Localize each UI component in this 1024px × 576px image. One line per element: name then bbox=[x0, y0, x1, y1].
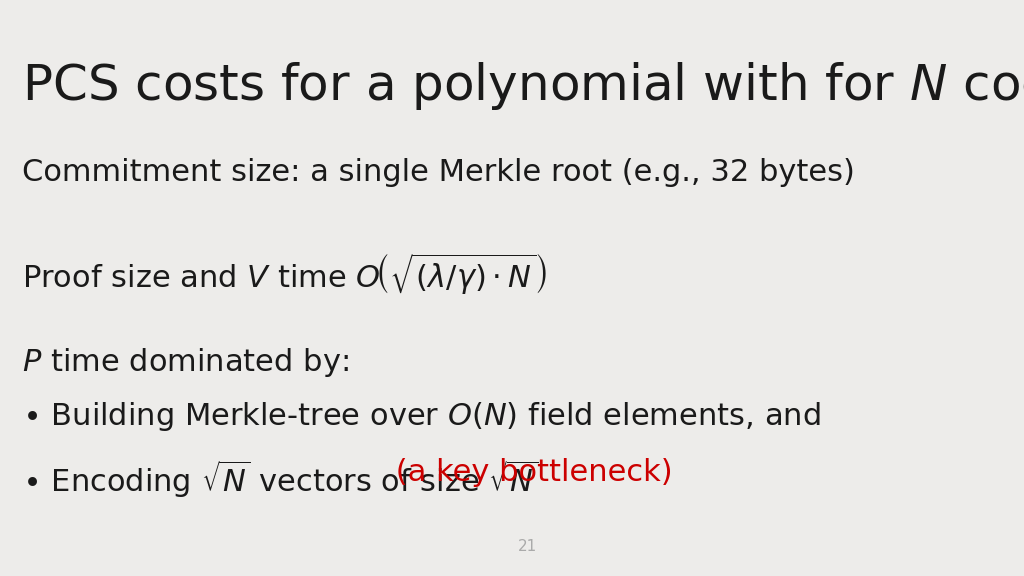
Text: 21: 21 bbox=[518, 539, 537, 554]
Text: Commitment size: a single Merkle root (e.g., 32 bytes): Commitment size: a single Merkle root (e… bbox=[23, 158, 855, 187]
Text: $\bullet$ Encoding $\sqrt{N}$ vectors of size $\sqrt{N}$: $\bullet$ Encoding $\sqrt{N}$ vectors of… bbox=[23, 458, 539, 500]
Text: Proof size and $\mathit{V}$ time $O\!\left(\sqrt{(\lambda/\gamma) \cdot N}\right: Proof size and $\mathit{V}$ time $O\!\le… bbox=[23, 251, 547, 297]
Text: $\bullet$ Building Merkle-tree over $\mathit{O}(\mathit{N})$ field elements, and: $\bullet$ Building Merkle-tree over $\ma… bbox=[23, 400, 821, 433]
Text: PCS costs for a polynomial with for $\mathit{N}$ coefficients: PCS costs for a polynomial with for $\ma… bbox=[23, 60, 1024, 112]
Text: (a key bottleneck): (a key bottleneck) bbox=[386, 458, 673, 487]
Text: $\mathit{P}$ time dominated by:: $\mathit{P}$ time dominated by: bbox=[23, 346, 349, 378]
